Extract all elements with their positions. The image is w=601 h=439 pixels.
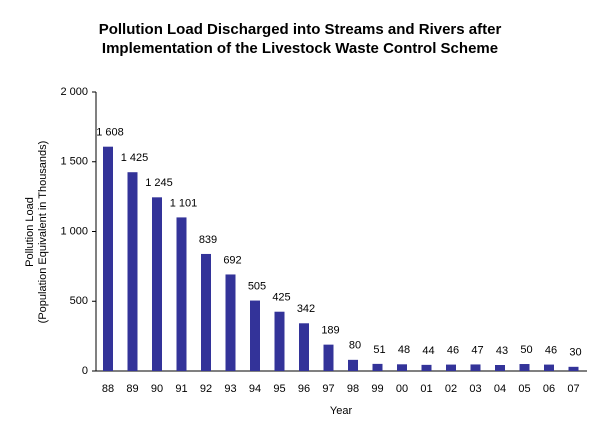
x-tick-label: 99 — [371, 383, 383, 395]
x-tick-label: 93 — [224, 383, 236, 395]
value-label: 80 — [349, 340, 361, 352]
x-tick-label: 02 — [445, 383, 457, 395]
value-label: 425 — [272, 292, 290, 304]
x-tick-label: 89 — [126, 383, 138, 395]
value-label: 43 — [496, 345, 508, 357]
bar — [446, 364, 456, 371]
chart-title: Pollution Load Discharged into Streams a… — [99, 21, 502, 38]
bar — [274, 311, 285, 371]
x-tick-label: 98 — [347, 383, 359, 395]
x-tick-label: 90 — [151, 383, 163, 395]
value-label: 46 — [545, 344, 557, 356]
x-tick-label: 04 — [494, 383, 506, 395]
x-tick-label: 91 — [175, 383, 187, 395]
bar — [568, 366, 579, 371]
x-tick-label: 03 — [469, 383, 481, 395]
bar — [421, 364, 432, 371]
value-label: 1 425 — [121, 152, 149, 164]
x-tick-label: 96 — [298, 383, 310, 395]
value-label: 1 101 — [170, 197, 198, 209]
value-label: 505 — [248, 280, 266, 292]
x-tick-label: 07 — [567, 383, 579, 395]
bar — [127, 172, 138, 371]
bar — [152, 197, 162, 371]
y-axis-label: (Population Equivalent in Thousands) — [37, 141, 49, 324]
bar — [176, 217, 187, 371]
y-tick-label: 500 — [70, 295, 88, 307]
bar — [250, 300, 260, 371]
x-tick-label: 88 — [102, 383, 114, 395]
value-label: 51 — [373, 344, 385, 356]
value-label: 692 — [223, 254, 241, 266]
value-label: 1 245 — [145, 177, 173, 189]
bar — [470, 364, 481, 371]
bar — [397, 364, 407, 371]
value-label: 839 — [199, 234, 217, 246]
bar — [495, 365, 505, 371]
bar — [201, 253, 211, 371]
x-tick-label: 06 — [543, 383, 555, 395]
value-label: 46 — [447, 344, 459, 356]
value-label: 30 — [569, 347, 581, 359]
value-label: 1 608 — [96, 127, 124, 139]
value-label: 44 — [422, 345, 434, 357]
value-label: 342 — [297, 303, 315, 315]
chart-title: Implementation of the Livestock Waste Co… — [102, 40, 498, 57]
x-tick-label: 97 — [322, 383, 334, 395]
bar — [348, 359, 358, 371]
y-tick-label: 1 000 — [60, 225, 88, 237]
bar — [299, 323, 309, 371]
y-axis-label: Pollution Load — [24, 197, 36, 267]
value-label: 48 — [398, 344, 410, 356]
x-tick-label: 05 — [518, 383, 530, 395]
y-tick-label: 1 500 — [60, 156, 88, 168]
x-tick-label: 01 — [420, 383, 432, 395]
value-label: 189 — [321, 325, 339, 337]
bar — [372, 363, 383, 371]
x-tick-label: 92 — [200, 383, 212, 395]
x-tick-label: 94 — [249, 383, 261, 395]
bar — [544, 364, 554, 371]
bar — [103, 146, 113, 371]
x-tick-label: 00 — [396, 383, 408, 395]
y-tick-label: 0 — [82, 365, 88, 377]
y-tick-label: 2 000 — [60, 86, 88, 98]
bar — [225, 274, 236, 371]
bar — [323, 344, 334, 371]
value-label: 47 — [471, 344, 483, 356]
bar — [519, 364, 530, 371]
x-axis-label: Year — [330, 405, 353, 417]
x-tick-label: 95 — [273, 383, 285, 395]
value-label: 50 — [520, 344, 532, 356]
